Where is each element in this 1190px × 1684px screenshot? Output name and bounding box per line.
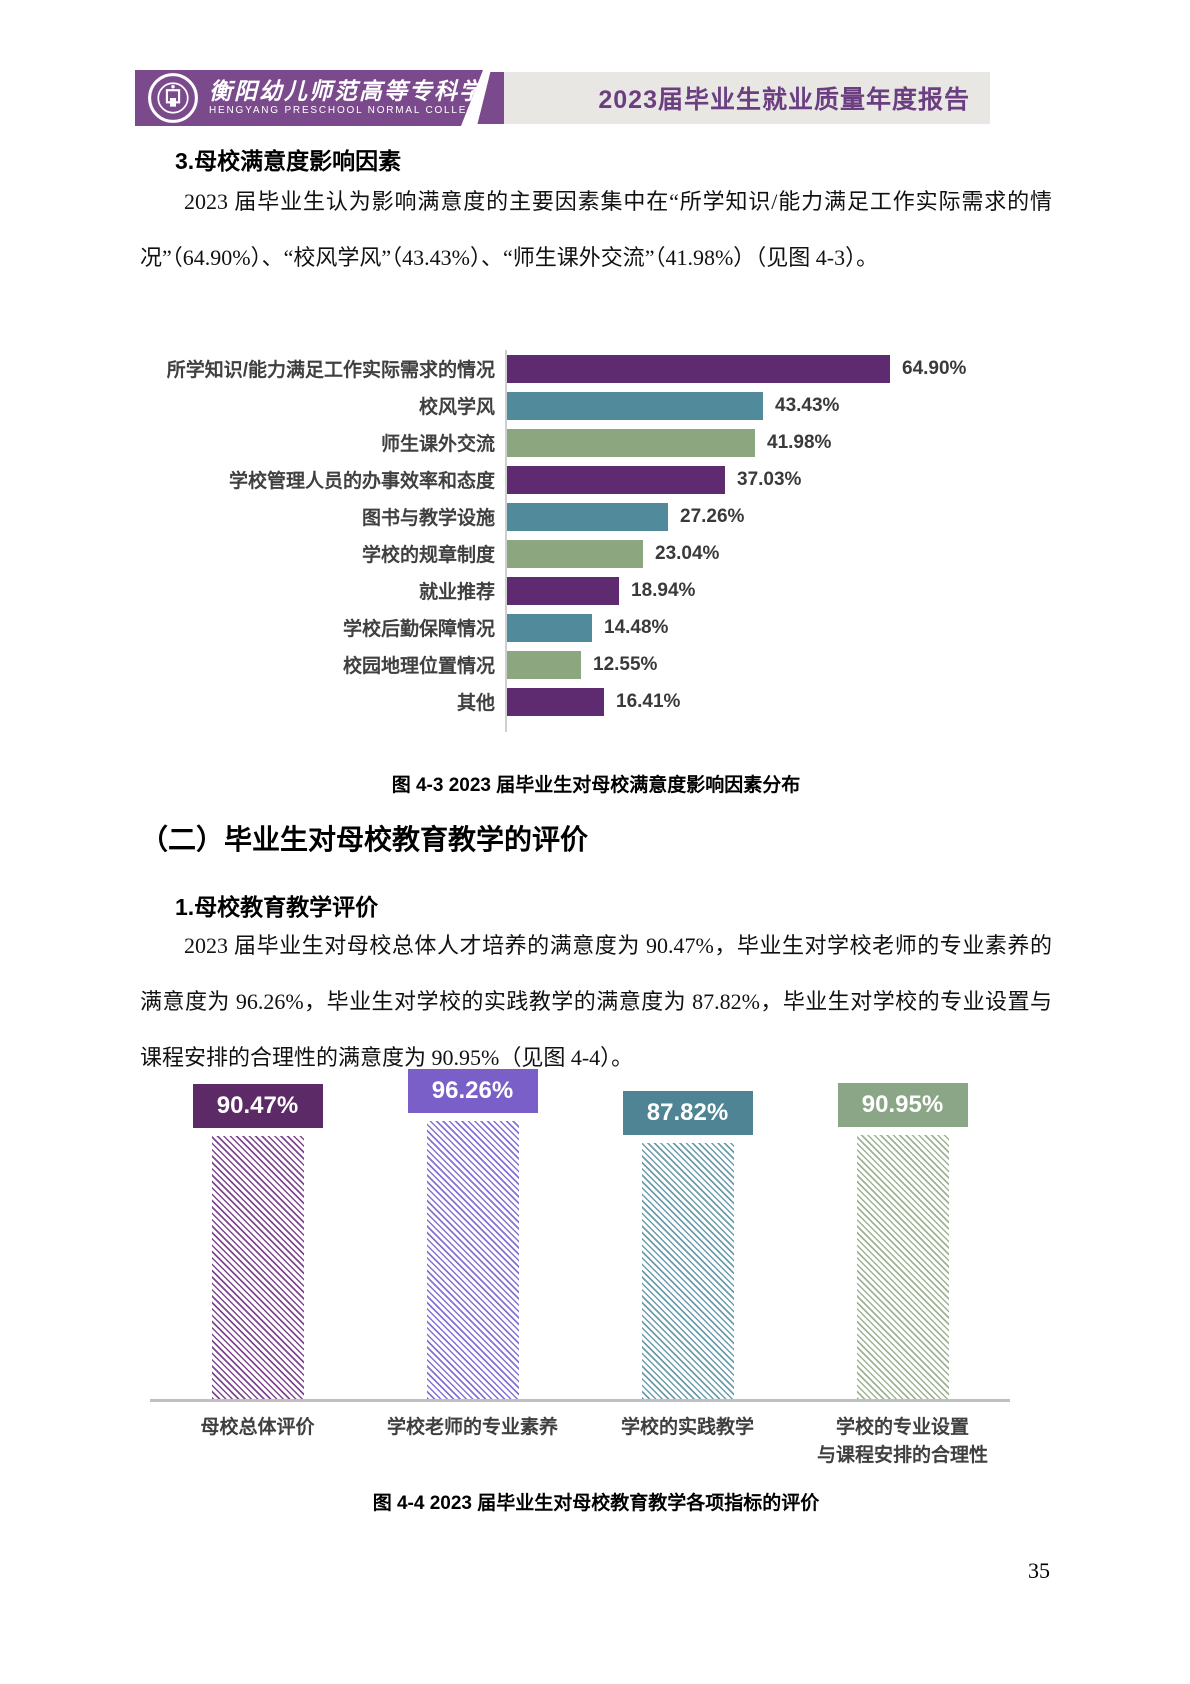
column-hatched-bar bbox=[856, 1135, 949, 1399]
column-gap bbox=[150, 1128, 365, 1136]
bar-category-label: 就业推荐 bbox=[418, 582, 495, 603]
bar-row: 学校后勤保障情况 14.48% bbox=[140, 609, 1052, 646]
axis-tail bbox=[505, 720, 1052, 732]
bar-track: 18.94% bbox=[505, 572, 1052, 609]
bar bbox=[507, 502, 668, 531]
bar-category-label: 学校后勤保障情况 bbox=[342, 619, 495, 640]
bar-row: 就业推荐 18.94% bbox=[140, 572, 1052, 609]
column-value-box: 90.95% bbox=[837, 1083, 968, 1127]
bar-row: 图书与教学设施 27.26% bbox=[140, 498, 1052, 535]
column-value-box: 96.26% bbox=[407, 1069, 538, 1113]
column-category-label: 学校的实践教学 bbox=[620, 1417, 754, 1438]
column-category-label: 学校老师的专业素养 bbox=[386, 1417, 558, 1438]
bar-track: 12.55% bbox=[505, 646, 1052, 683]
bar bbox=[507, 465, 725, 494]
bar-value-label: 14.48% bbox=[604, 616, 669, 638]
bar-value-label: 16.41% bbox=[616, 690, 681, 712]
column-category-label: 母校总体评价 bbox=[200, 1417, 315, 1438]
chart-education-indicators-categories: 母校总体评价 学校老师的专业素养 学校的实践教学 学校的专业设置 与课程安排的合理性 bbox=[150, 1414, 1010, 1469]
bar-value-label: 18.94% bbox=[631, 579, 696, 601]
bar-category-label: 校园地理位置情况 bbox=[342, 656, 495, 677]
heading-education-evaluation: （二）毕业生对母校教育教学的评价 bbox=[140, 824, 589, 855]
column-gap bbox=[365, 1113, 580, 1121]
bar-row: 校园地理位置情况 12.55% bbox=[140, 646, 1052, 683]
column: 90.95% bbox=[795, 1083, 1010, 1399]
school-name-cn: 衡阳幼儿师范高等专科学校 bbox=[209, 79, 509, 105]
report-title: 2023届毕业生就业质量年度报告 bbox=[598, 86, 970, 114]
column: 87.82% bbox=[580, 1091, 795, 1399]
bar-track: 64.90% bbox=[505, 350, 1052, 387]
column-hatched-bar bbox=[641, 1143, 734, 1399]
heading-satisfaction-factors: 3.母校满意度影响因素 bbox=[175, 148, 402, 174]
chart-education-indicators: 90.47% 96.26% 87.82% 90.95% bbox=[150, 1058, 1010, 1402]
bar-value-label: 41.98% bbox=[767, 431, 832, 453]
column-gap bbox=[580, 1135, 795, 1143]
bar-category-label: 图书与教学设施 bbox=[361, 508, 495, 529]
bar bbox=[507, 539, 643, 568]
bar-category-label: 校风学风 bbox=[418, 397, 495, 418]
bar bbox=[507, 687, 604, 716]
bar-track: 23.04% bbox=[505, 535, 1052, 572]
column-hatched-bar bbox=[426, 1121, 519, 1399]
bar-row: 师生课外交流 41.98% bbox=[140, 424, 1052, 461]
bar bbox=[507, 354, 890, 383]
bar-value-label: 43.43% bbox=[775, 394, 840, 416]
column-category-label: 学校的专业设置 与课程安排的合理性 bbox=[816, 1417, 988, 1466]
bar-value-label: 37.03% bbox=[737, 468, 802, 490]
bar-category-label: 师生课外交流 bbox=[380, 434, 495, 455]
subheading-education-evaluation: 1.母校教育教学评价 bbox=[175, 894, 379, 920]
chart-satisfaction-factors: 所学知识/能力满足工作实际需求的情况 64.90% 校风学风 43.43% 师生课外交流… bbox=[140, 350, 1052, 732]
school-logo bbox=[147, 72, 199, 124]
paragraph-education-evaluation: 2023 届毕业生对母校总体人才培养的满意度为 90.47%，毕业生对学校老师的… bbox=[140, 933, 1052, 1070]
bar bbox=[507, 576, 619, 605]
figure-4-3-caption: 图 4-3 2023 届毕业生对母校满意度影响因素分布 bbox=[391, 775, 801, 796]
header-gray-band bbox=[504, 72, 990, 124]
bar-category-label: 其他 bbox=[456, 693, 495, 714]
bar-row: 学校管理人员的办事效率和态度 37.03% bbox=[140, 461, 1052, 498]
school-name-en: HENGYANG PRESCHOOL NORMAL COLLEGE bbox=[209, 105, 486, 117]
bar-category-label: 学校管理人员的办事效率和态度 bbox=[228, 471, 495, 492]
header-banner: 衡阳幼儿师范高等专科学校 HENGYANG PRESCHOOL NORMAL C… bbox=[135, 70, 483, 126]
bar bbox=[507, 428, 755, 457]
bar-category-label: 学校的规章制度 bbox=[361, 545, 495, 566]
figure-4-4-caption: 图 4-4 2023 届毕业生对母校教育教学各项指标的评价 bbox=[372, 1493, 820, 1514]
column-value-box: 87.82% bbox=[622, 1091, 753, 1135]
bar-value-label: 12.55% bbox=[593, 653, 658, 675]
page-number: 35 bbox=[1028, 1558, 1050, 1583]
bar-track: 41.98% bbox=[505, 424, 1052, 461]
bar-value-label: 23.04% bbox=[655, 542, 720, 564]
bar-row: 所学知识/能力满足工作实际需求的情况 64.90% bbox=[140, 350, 1052, 387]
column-value-box: 90.47% bbox=[192, 1084, 323, 1128]
bar-row: 其他 16.41% bbox=[140, 683, 1052, 720]
paragraph-satisfaction-factors: 2023 届毕业生认为影响满意度的主要因素集中在“所学知识/能力满足工作实际需求… bbox=[140, 189, 1052, 270]
bar-value-label: 64.90% bbox=[902, 357, 967, 379]
bar-category-label: 所学知识/能力满足工作实际需求的情况 bbox=[166, 360, 495, 381]
column-hatched-bar bbox=[211, 1136, 304, 1399]
bar bbox=[507, 650, 581, 679]
column-gap bbox=[795, 1127, 1010, 1135]
bar-row: 学校的规章制度 23.04% bbox=[140, 535, 1052, 572]
bar-track: 37.03% bbox=[505, 461, 1052, 498]
bar-track: 14.48% bbox=[505, 609, 1052, 646]
bar-track: 43.43% bbox=[505, 387, 1052, 424]
column: 90.47% bbox=[150, 1084, 365, 1399]
bar bbox=[507, 613, 592, 642]
school-name: 衡阳幼儿师范高等专科学校 HENGYANG PRESCHOOL NORMAL C… bbox=[209, 79, 509, 117]
bar bbox=[507, 391, 763, 420]
bar-value-label: 27.26% bbox=[680, 505, 745, 527]
bar-row: 校风学风 43.43% bbox=[140, 387, 1052, 424]
column: 96.26% bbox=[365, 1069, 580, 1399]
bar-track: 16.41% bbox=[505, 683, 1052, 720]
bar-track: 27.26% bbox=[505, 498, 1052, 535]
